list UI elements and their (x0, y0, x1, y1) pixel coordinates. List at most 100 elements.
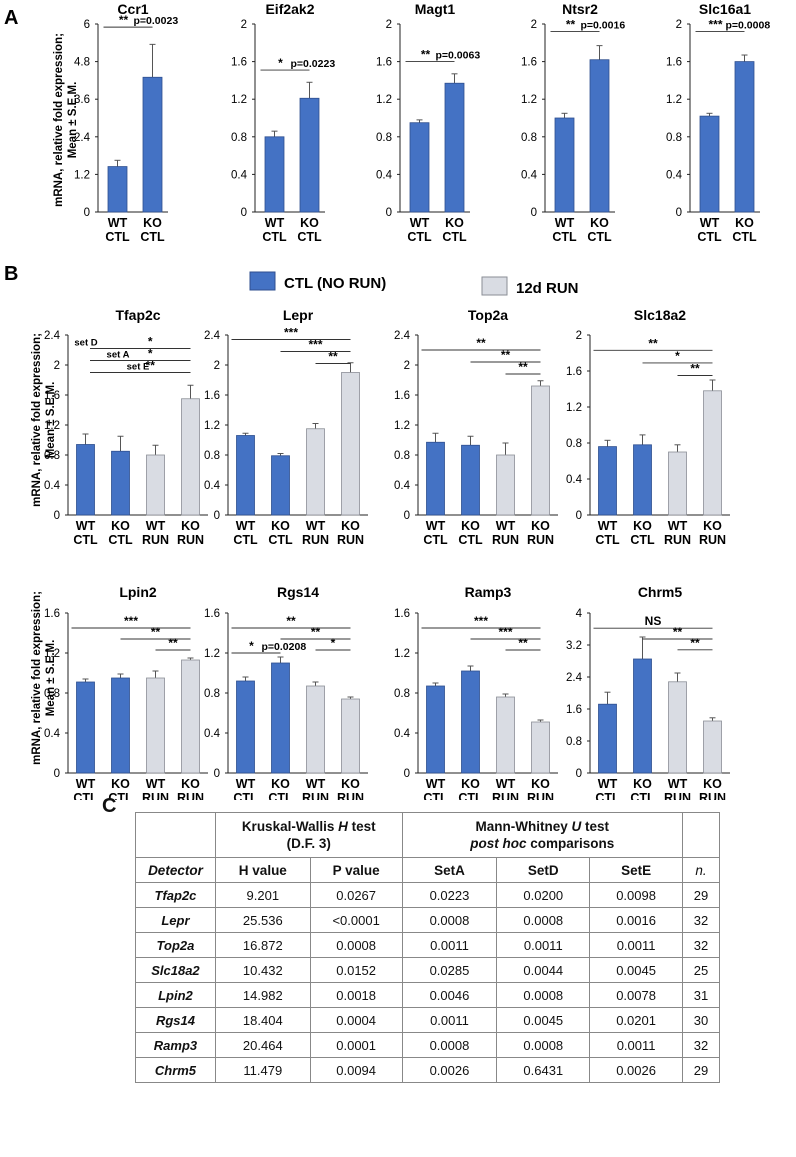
y-tick-label: 4.8 (74, 57, 90, 69)
y-tick-label: 1.6 (566, 366, 582, 378)
x-label-genotype: KO (271, 519, 290, 533)
y-tick-label: 0 (576, 768, 582, 780)
significance-stars: ** (648, 336, 658, 350)
bar (461, 670, 480, 774)
mw-header: Mann-Whitney U test post hoc comparisons (401, 812, 684, 858)
y-tick-label: 2.4 (74, 132, 91, 144)
kw-h: H (338, 819, 348, 834)
x-label-genotype: KO (703, 519, 722, 533)
y-tick-label: 0.4 (44, 480, 61, 492)
x-label-condition: RUN (527, 533, 554, 547)
y-tick-label: 0.4 (666, 169, 683, 181)
value-cell: 25 (682, 957, 720, 983)
y-tick-label: 1.2 (521, 94, 537, 106)
x-label-genotype: KO (590, 216, 609, 230)
value-cell: 0.0004 (309, 1007, 403, 1033)
chart-lpin2: Lpin21.61.20.80.40WTCTLKOCTLWTRUNKORUN**… (44, 584, 208, 800)
comparison-set-label: set E (127, 362, 150, 373)
y-tick-label: 1.6 (394, 608, 410, 620)
value-cell: 0.0011 (496, 932, 591, 958)
value-cell: 0.0011 (401, 932, 498, 958)
bar (271, 662, 290, 774)
value-cell: 31 (682, 982, 720, 1008)
x-label-genotype: WT (76, 519, 96, 533)
x-label-condition: RUN (699, 533, 726, 547)
value-cell: 0.0008 (401, 1032, 498, 1058)
x-label-condition: RUN (699, 791, 726, 800)
x-label-condition: CTL (630, 791, 655, 800)
chart-title: Chrm5 (638, 584, 683, 600)
panel-label-c: C (102, 795, 117, 817)
bar (426, 441, 445, 516)
value-cell: 0.0046 (401, 982, 498, 1008)
bar (271, 455, 290, 516)
y-tick-label: 1.2 (666, 94, 682, 106)
significance-stars: ** (476, 336, 486, 350)
y-tick-label: 0 (54, 768, 60, 780)
value-cell: 0.0008 (401, 907, 498, 933)
table-row: Lepr 25.536 <0.0001 0.0008 0.0008 0.0016 32 (135, 907, 720, 933)
y-tick-label: 0.8 (204, 688, 220, 700)
value-cell: 0.0011 (589, 932, 683, 958)
bar (111, 450, 130, 516)
x-label-genotype: WT (668, 519, 688, 533)
significance-stars: *** (308, 338, 322, 352)
bar (426, 685, 445, 774)
y-tick-label: 0 (241, 207, 247, 219)
x-label-genotype: KO (271, 777, 290, 791)
y-tick-label: 0.8 (44, 688, 60, 700)
significance-stars: ** (146, 359, 156, 373)
bar (264, 136, 285, 213)
x-label-genotype: WT (306, 777, 326, 791)
y-tick-label: 0.8 (204, 450, 220, 462)
blank-header-cell-n (682, 812, 720, 858)
value-cell: 0.0008 (496, 982, 591, 1008)
ylabel-b1: mRNA, relative fold expression; Mean ± S… (31, 333, 57, 507)
value-cell: 29 (682, 882, 720, 908)
y-tick-label: 2 (676, 19, 682, 31)
x-label-condition: CTL (108, 791, 133, 800)
y-tick-label: 0 (531, 207, 537, 219)
x-label-condition: RUN (664, 791, 691, 800)
x-label-genotype: WT (598, 519, 618, 533)
significance-stars: ** (518, 636, 528, 650)
y-tick-label: 0 (676, 207, 682, 219)
x-label-condition: CTL (458, 791, 483, 800)
x-label-condition: CTL (587, 230, 612, 244)
significance-stars: ** (328, 350, 338, 364)
x-label-condition: CTL (268, 791, 293, 800)
value-cell: 0.0201 (589, 1007, 683, 1033)
chart-title: Top2a (468, 307, 508, 323)
y-tick-label: 1.6 (566, 704, 582, 716)
y-tick-label: 1.2 (44, 648, 60, 660)
bar (531, 385, 550, 516)
value-cell: 16.872 (214, 932, 311, 958)
value-cell: 0.0011 (589, 1032, 683, 1058)
value-cell: 25.536 (214, 907, 311, 933)
x-label-genotype: WT (426, 519, 446, 533)
x-label-condition: CTL (442, 230, 467, 244)
bar (444, 82, 465, 213)
value-cell: 0.0200 (496, 882, 591, 908)
bar (703, 390, 722, 516)
x-label-genotype: KO (181, 777, 200, 791)
y-tick-label: 0.4 (44, 728, 61, 740)
value-cell: 0.0018 (309, 982, 403, 1008)
chart-chrm5: Chrm543.22.41.60.80WTCTLKOCTLWTRUNKORUNN… (566, 584, 730, 800)
y-tick-label: 0.8 (521, 132, 537, 144)
y-tick-label: 1.2 (394, 648, 410, 660)
ylabel-b2: mRNA, relative fold expression; Mean ± S… (31, 591, 57, 765)
significance-stars: ** (673, 625, 683, 639)
table-row: Rgs14 18.404 0.0004 0.0011 0.0045 0.0201 30 (135, 1007, 720, 1033)
value-cell: 18.404 (214, 1007, 311, 1033)
bar (496, 696, 515, 774)
legend-label-ctl: CTL (NO RUN) (284, 275, 386, 292)
comparison-set-label: set A (107, 350, 130, 361)
x-label-genotype: KO (531, 519, 550, 533)
y-tick-label: 2 (54, 360, 60, 372)
value-cell: 30 (682, 1007, 720, 1033)
y-tick-label: 3.6 (74, 94, 90, 106)
x-label-condition: CTL (697, 230, 722, 244)
